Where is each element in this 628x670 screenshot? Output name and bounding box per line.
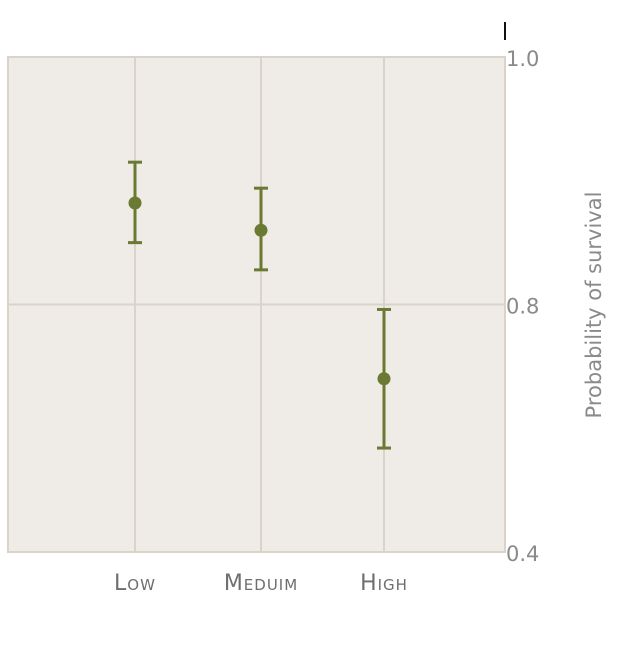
y-axis-label: Probability of survival [582, 192, 606, 419]
x-category-label-high: High [360, 571, 408, 596]
x-category-label-low: Low [114, 571, 156, 596]
x-category-label-medium: Meduim [224, 571, 298, 596]
y-tick-label: 0.8 [506, 295, 539, 319]
y-tick-label: 1.0 [506, 47, 539, 71]
data-point [377, 372, 391, 386]
data-point [254, 223, 268, 237]
data-point [128, 196, 142, 210]
y-tick-label: 0.4 [506, 542, 539, 566]
